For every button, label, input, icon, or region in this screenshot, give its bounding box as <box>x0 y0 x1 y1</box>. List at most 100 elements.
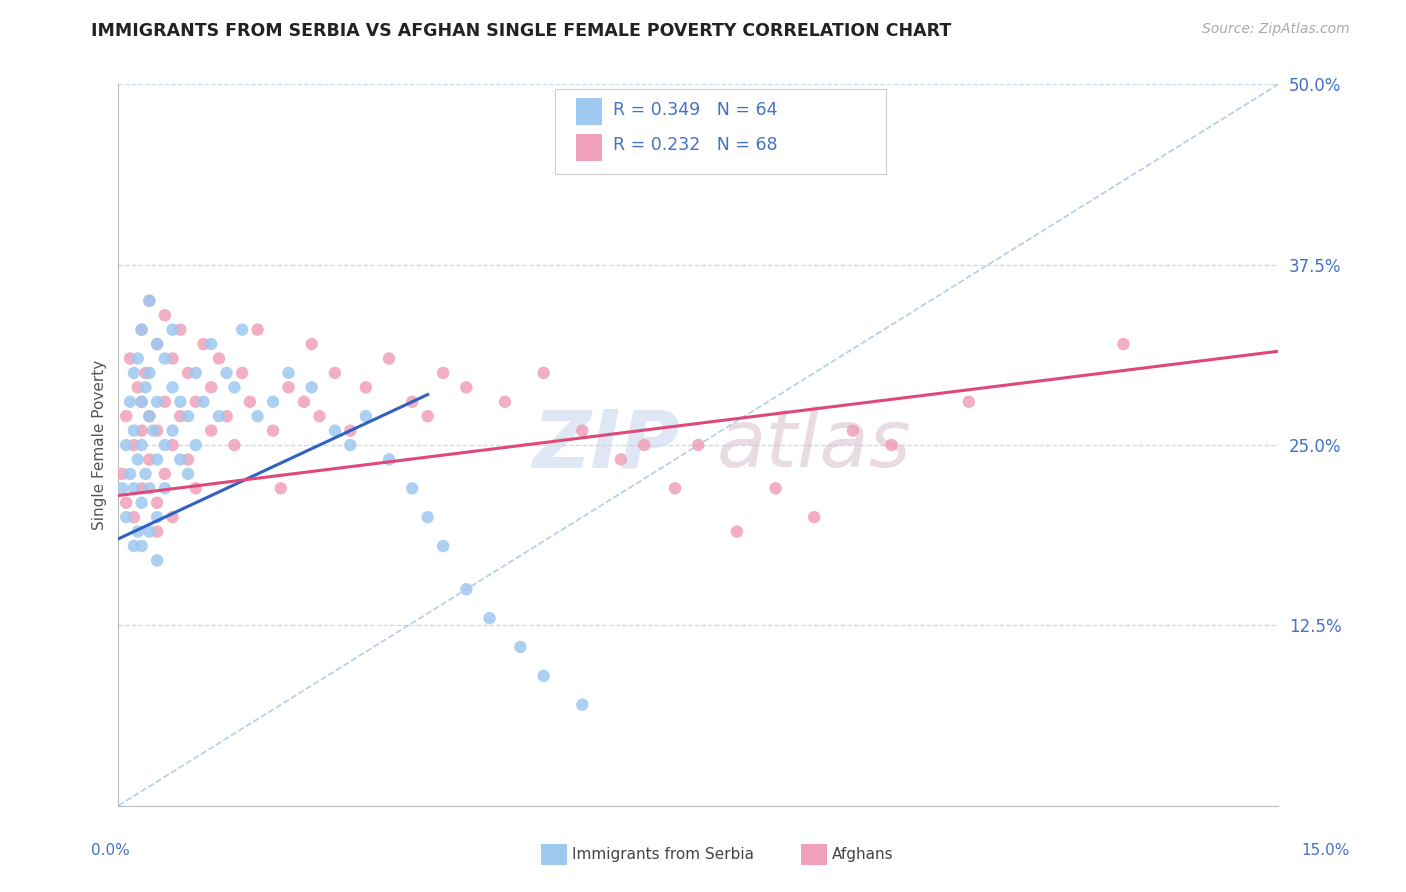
Point <box>688 438 710 452</box>
Point <box>842 424 865 438</box>
Point <box>277 380 299 394</box>
Point <box>200 380 222 394</box>
Point <box>633 438 655 452</box>
Point <box>122 539 145 553</box>
Point <box>134 467 156 481</box>
Text: Afghans: Afghans <box>832 847 894 862</box>
Point <box>957 394 980 409</box>
Point <box>765 481 787 495</box>
Point <box>131 394 153 409</box>
Point <box>162 323 184 337</box>
Point <box>169 452 191 467</box>
Point <box>131 438 153 452</box>
Point <box>169 409 191 424</box>
Point <box>725 524 748 539</box>
Point <box>478 611 501 625</box>
Point <box>131 496 153 510</box>
Point <box>122 510 145 524</box>
Point <box>880 438 903 452</box>
Text: atlas: atlas <box>717 406 911 484</box>
Point <box>138 481 160 495</box>
Point <box>416 409 439 424</box>
Point <box>146 394 169 409</box>
Point <box>177 409 200 424</box>
Point <box>153 438 176 452</box>
Point <box>115 438 138 452</box>
Point <box>118 394 141 409</box>
Point <box>162 438 184 452</box>
Point <box>138 293 160 308</box>
Point <box>1112 337 1135 351</box>
Text: 0.0%: 0.0% <box>91 843 131 858</box>
Point <box>162 510 184 524</box>
Point <box>146 553 169 567</box>
Point <box>494 394 516 409</box>
Point <box>153 351 176 366</box>
Point <box>193 337 215 351</box>
Point <box>456 582 478 597</box>
Y-axis label: Single Female Poverty: Single Female Poverty <box>93 359 107 530</box>
Point <box>122 481 145 495</box>
Point <box>169 394 191 409</box>
Point <box>401 394 423 409</box>
Point <box>131 394 153 409</box>
Point <box>416 510 439 524</box>
Point <box>184 481 207 495</box>
Point <box>262 424 284 438</box>
Point <box>138 366 160 380</box>
Point <box>146 510 169 524</box>
Point <box>127 351 149 366</box>
Point <box>127 524 149 539</box>
Point <box>378 351 401 366</box>
Point <box>131 323 153 337</box>
Point <box>127 452 149 467</box>
Point <box>131 539 153 553</box>
Point <box>169 323 191 337</box>
Point <box>323 424 346 438</box>
Point <box>354 409 377 424</box>
Text: ZIP: ZIP <box>531 406 679 484</box>
Point <box>138 293 160 308</box>
Point <box>122 424 145 438</box>
Point <box>292 394 315 409</box>
Point <box>153 481 176 495</box>
Point <box>533 366 555 380</box>
Point <box>323 366 346 380</box>
Point <box>184 394 207 409</box>
Point <box>146 452 169 467</box>
Point <box>118 467 141 481</box>
Point <box>177 452 200 467</box>
Point <box>432 539 454 553</box>
Point <box>571 424 593 438</box>
Point <box>142 424 165 438</box>
Point <box>146 496 169 510</box>
Point <box>803 510 825 524</box>
Point <box>215 409 238 424</box>
Point <box>224 380 246 394</box>
Text: Immigrants from Serbia: Immigrants from Serbia <box>572 847 754 862</box>
Point <box>131 323 153 337</box>
Point <box>131 424 153 438</box>
Point <box>610 452 633 467</box>
Point <box>131 481 153 495</box>
Point <box>277 366 299 380</box>
Point <box>246 323 269 337</box>
Point <box>162 380 184 394</box>
Point <box>146 524 169 539</box>
Point <box>215 366 238 380</box>
Point <box>184 438 207 452</box>
Point <box>153 308 176 322</box>
Point <box>200 337 222 351</box>
Point <box>378 452 401 467</box>
Point <box>533 669 555 683</box>
Point <box>111 481 134 495</box>
Point <box>301 380 323 394</box>
Point <box>162 351 184 366</box>
Point <box>193 394 215 409</box>
Point <box>308 409 330 424</box>
Text: R = 0.232   N = 68: R = 0.232 N = 68 <box>613 136 778 154</box>
Point <box>231 366 253 380</box>
Point <box>184 366 207 380</box>
Point <box>138 452 160 467</box>
Point <box>246 409 269 424</box>
